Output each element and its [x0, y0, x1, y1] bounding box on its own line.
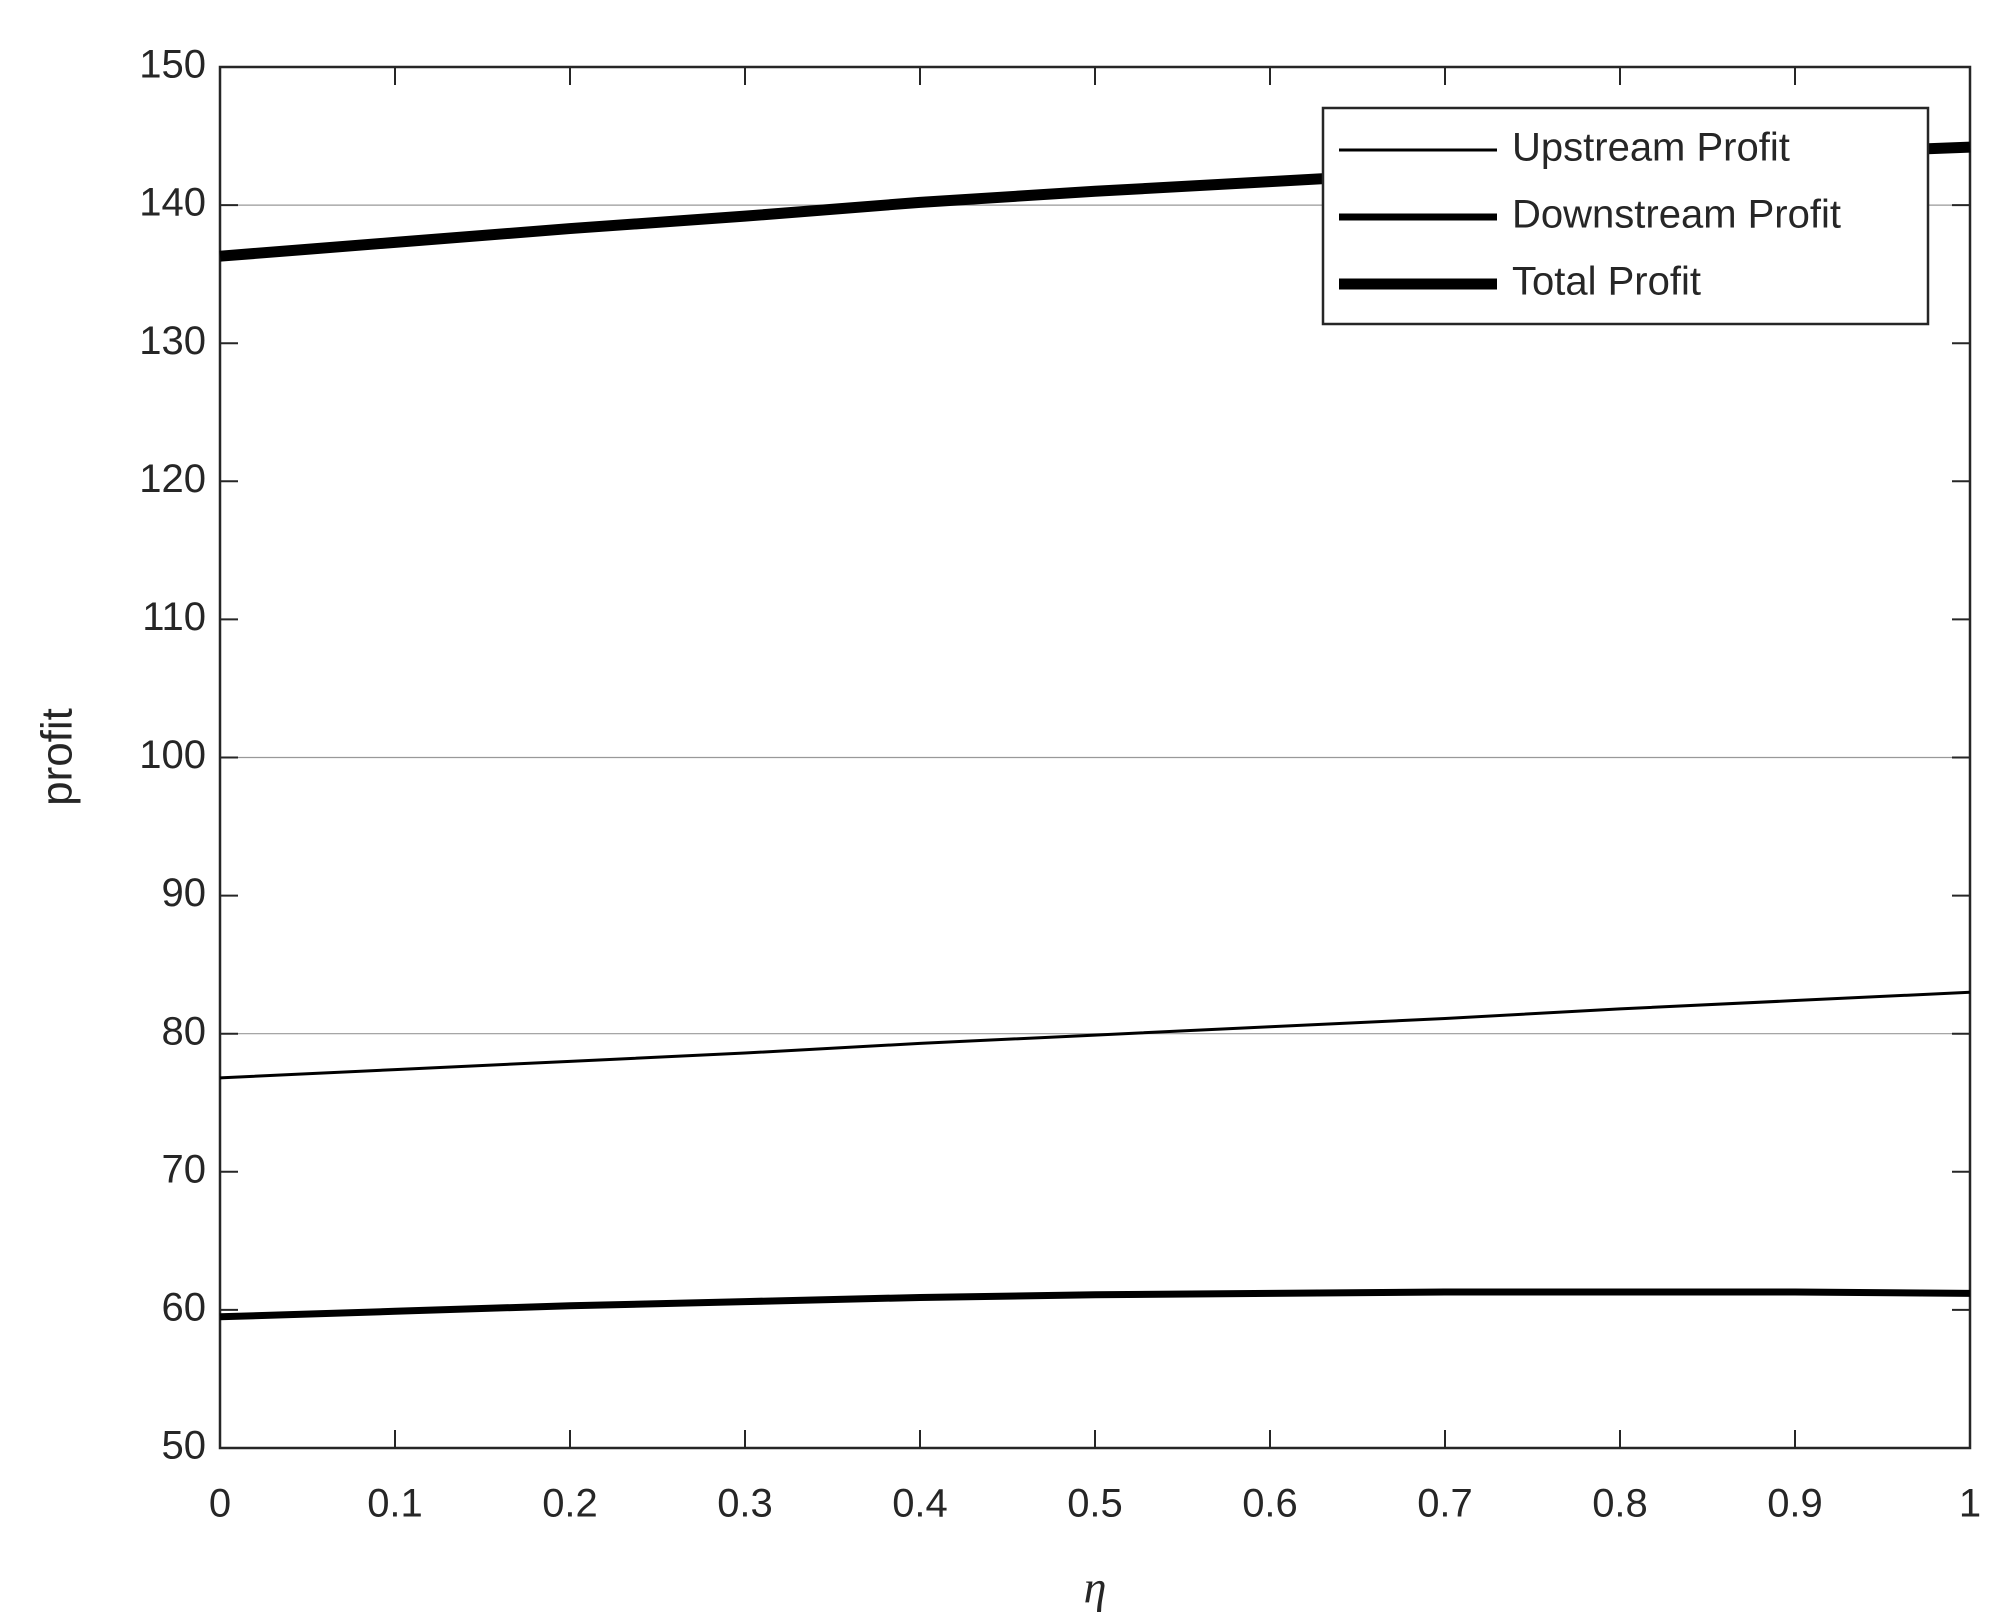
y-tick-label: 100 [139, 733, 206, 777]
x-tick-label: 0.4 [892, 1482, 948, 1526]
y-axis-label: profit [33, 708, 82, 806]
x-tick-label: 0 [209, 1482, 231, 1526]
y-tick-label: 130 [139, 319, 206, 363]
legend-label: Total Profit [1512, 260, 1701, 304]
x-tick-label: 0.6 [1242, 1482, 1298, 1526]
x-tick-label: 0.1 [367, 1482, 423, 1526]
y-tick-label: 150 [139, 43, 206, 87]
y-tick-label: 80 [162, 1009, 207, 1053]
x-tick-label: 0.3 [717, 1482, 773, 1526]
series-line [219, 1288, 1971, 1321]
y-tick-label: 120 [139, 457, 206, 501]
x-tick-label: 0.2 [542, 1482, 598, 1526]
x-tick-label: 1 [1959, 1482, 1981, 1526]
plot-frame [218, 65, 1972, 1450]
legend-label: Downstream Profit [1512, 193, 1841, 237]
y-tick-label: 60 [162, 1285, 207, 1329]
x-axis-label: η [1084, 1562, 1107, 1613]
x-tick-label: 0.5 [1067, 1482, 1123, 1526]
x-tick-label: 0.8 [1592, 1482, 1648, 1526]
legend-label: Upstream Profit [1512, 126, 1790, 170]
y-tick-label: 50 [162, 1424, 207, 1468]
x-tick-label: 0.7 [1417, 1482, 1473, 1526]
x-tick-label: 0.9 [1767, 1482, 1823, 1526]
series-line [219, 990, 1971, 1080]
y-tick-label: 70 [162, 1147, 207, 1191]
y-tick-label: 140 [139, 181, 206, 225]
y-tick-label: 110 [142, 595, 206, 639]
y-tick-label: 90 [162, 871, 207, 915]
